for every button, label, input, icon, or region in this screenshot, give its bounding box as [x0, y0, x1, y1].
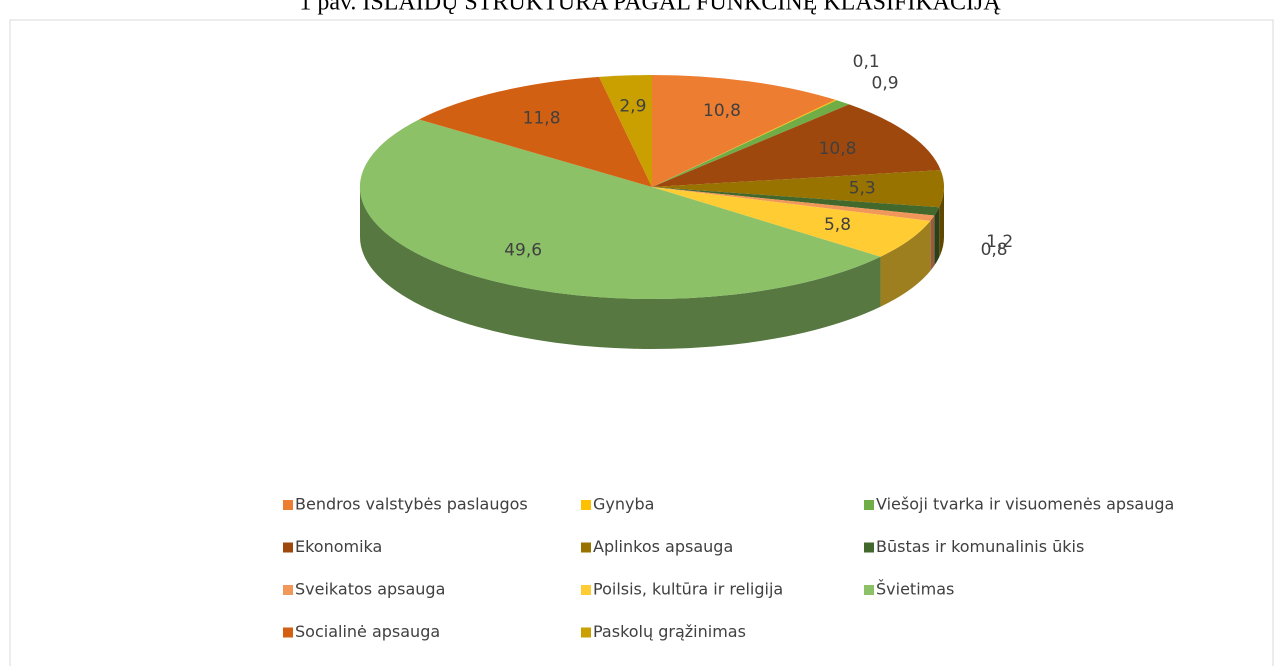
slice-side: [934, 207, 940, 266]
slice: [359, 119, 881, 300]
data-label: 1,2: [986, 232, 1013, 252]
legend-label: Ekonomika: [295, 537, 382, 556]
slice-side: [880, 220, 931, 307]
legend-label: Būstas ir komunalinis ūkis: [876, 537, 1084, 556]
legend-label: Aplinkos apsauga: [593, 537, 733, 556]
slice-side: [939, 187, 944, 258]
legend-swatch: [581, 500, 591, 510]
slice: [652, 100, 850, 187]
legend-swatch: [581, 585, 591, 595]
legend-label: Švietimas: [876, 580, 954, 599]
legend-swatch: [864, 585, 874, 595]
slice: [652, 104, 941, 187]
data-label: 0,8: [981, 240, 1008, 260]
slice: [652, 99, 837, 187]
legend-swatch: [283, 500, 293, 510]
legend-swatch: [283, 585, 293, 595]
data-label: 11,8: [523, 108, 561, 128]
slice-side: [930, 215, 935, 271]
legend-swatch: [581, 542, 591, 553]
legend-swatch: [864, 542, 874, 553]
legend-label: Bendros valstybės paslaugos: [295, 495, 528, 514]
data-label: 10,8: [703, 101, 741, 121]
data-label: 0,1: [853, 52, 880, 72]
legend-swatch: [283, 627, 293, 638]
slice: [652, 187, 935, 221]
legend-swatch: [581, 627, 591, 638]
data-label: 5,8: [824, 215, 851, 235]
slice: [419, 76, 652, 187]
legend-swatch: [864, 500, 874, 510]
data-label: 49,6: [504, 241, 542, 261]
slice: [652, 74, 836, 187]
legend-label: Paskolų grąžinimas: [593, 622, 746, 641]
slice: [652, 187, 931, 257]
slice: [652, 170, 945, 208]
slice-side: [360, 187, 881, 349]
legend-swatch: [283, 542, 293, 553]
data-label: 2,9: [619, 97, 646, 117]
legend-label: Sveikatos apsauga: [295, 580, 445, 599]
legend-label: Gynyba: [593, 495, 654, 514]
chart-title: 1 pav. IŠLAIDŲ STRUKTŪRA PAGAL FUNKCINĘ …: [299, 0, 1001, 16]
legend-label: Poilsis, kultūra ir religija: [593, 580, 783, 599]
legend-label: Socialinė apsauga: [295, 622, 440, 641]
data-label: 5,3: [849, 178, 876, 198]
legend-label: Viešoji tvarka ir visuomenės apsauga: [876, 495, 1174, 514]
data-label: 10,8: [819, 139, 857, 159]
slice: [599, 75, 652, 187]
data-label: 0,9: [872, 74, 899, 94]
slice: [652, 187, 940, 216]
